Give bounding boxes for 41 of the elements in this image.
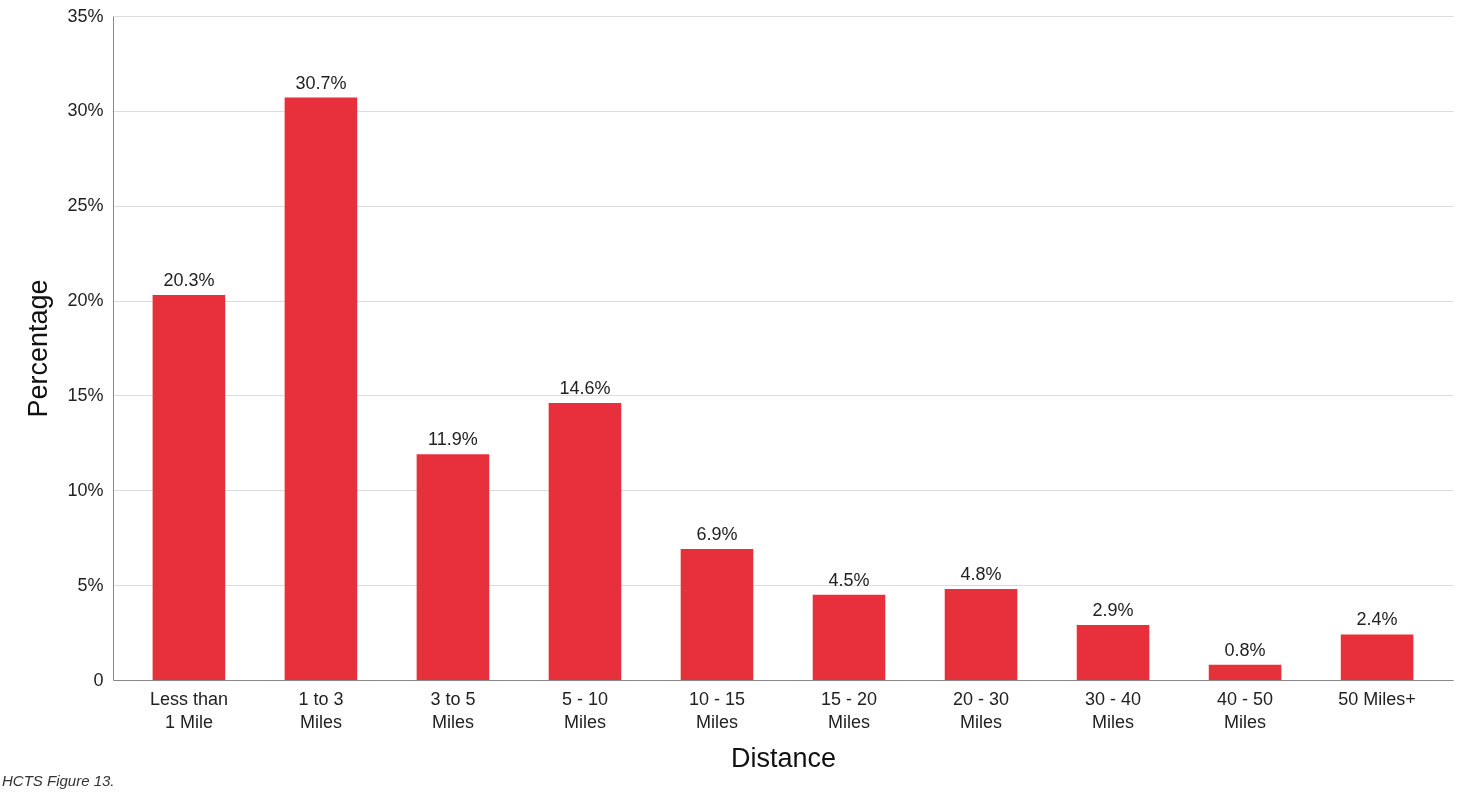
x-tick-label: 30 - 40 Miles: [1085, 688, 1142, 732]
bar: [284, 97, 358, 680]
y-tick-label: 5%: [77, 574, 104, 595]
data-label: 14.6%: [559, 378, 611, 399]
x-tick-label: 10 - 15 Miles: [688, 688, 746, 732]
data-label: 11.9%: [428, 429, 478, 450]
y-tick-label: 0: [93, 669, 104, 690]
data-label: 2.9%: [1092, 599, 1134, 620]
y-tick-label: 35%: [67, 5, 104, 26]
bar: [1208, 664, 1282, 680]
text: HCTS Figure 13.: [2, 772, 115, 789]
x-tick-label: 20 - 30 Miles: [953, 688, 1010, 732]
bar: [812, 594, 886, 680]
x-tick-label: 50 Miles+: [1338, 688, 1416, 709]
bar: [1340, 634, 1414, 680]
y-axis-title: Percentage: [23, 279, 54, 418]
bar: [680, 549, 754, 680]
x-tick-label: 15 - 20 Miles: [820, 688, 878, 732]
bar: [416, 454, 490, 680]
data-label: 30.7%: [295, 72, 347, 93]
bar: [548, 403, 622, 680]
bar: [944, 588, 1018, 680]
y-tick-label: 30%: [67, 100, 104, 121]
y-tick-label: 15%: [67, 384, 104, 405]
y-tick-label: 20%: [67, 290, 104, 311]
x-tick-label: 1 to 3 Miles: [298, 688, 344, 732]
data-label: 20.3%: [163, 269, 215, 290]
data-label: 4.5%: [828, 569, 870, 590]
x-tick-label: 5 - 10 Miles: [561, 688, 608, 732]
bar: [1076, 624, 1150, 680]
x-axis-title: Distance: [730, 742, 837, 773]
y-tick-label: 10%: [67, 479, 104, 500]
y-tick-label: 25%: [67, 195, 104, 216]
data-label: 4.8%: [960, 563, 1002, 584]
data-label: 2.4%: [1356, 609, 1398, 630]
data-label: 6.9%: [696, 524, 738, 545]
data-label: 0.8%: [1224, 639, 1266, 660]
bar: [152, 294, 226, 680]
x-tick-label: 3 to 5 Miles: [430, 688, 476, 732]
x-tick-label: Less than 1 Mile: [149, 688, 228, 732]
x-tick-label: 40 - 50 Miles: [1217, 688, 1274, 732]
